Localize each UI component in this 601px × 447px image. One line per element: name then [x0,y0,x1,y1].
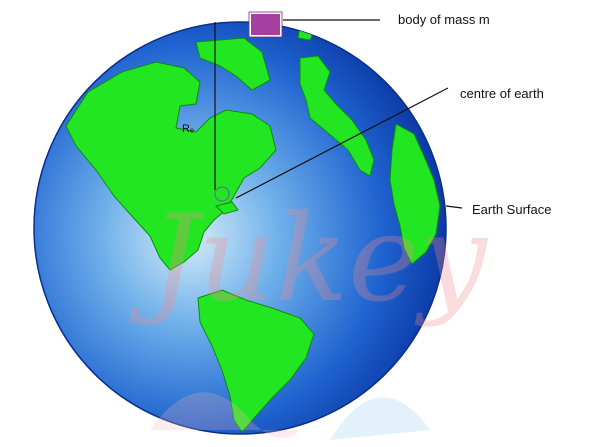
continents [65,25,441,433]
centre-label: centre of earth [460,86,544,101]
surface-label: Earth Surface [472,202,552,217]
north-america-landmass [65,61,277,271]
surface-leader-line [445,205,463,209]
centre-leader-line [235,87,449,199]
body-mass-label: body of mass m [398,12,490,27]
south-america-landmass [197,289,315,433]
europe-landmass [299,55,375,177]
caribbean-island [215,201,239,215]
centre-marker [214,186,230,202]
radius-label: Rₑ [182,123,194,135]
svg-text:Jukey: Jukey [129,190,489,329]
watermark-logo: Jukey [129,190,489,440]
mass-block [249,12,282,37]
africa-landmass [389,123,441,265]
